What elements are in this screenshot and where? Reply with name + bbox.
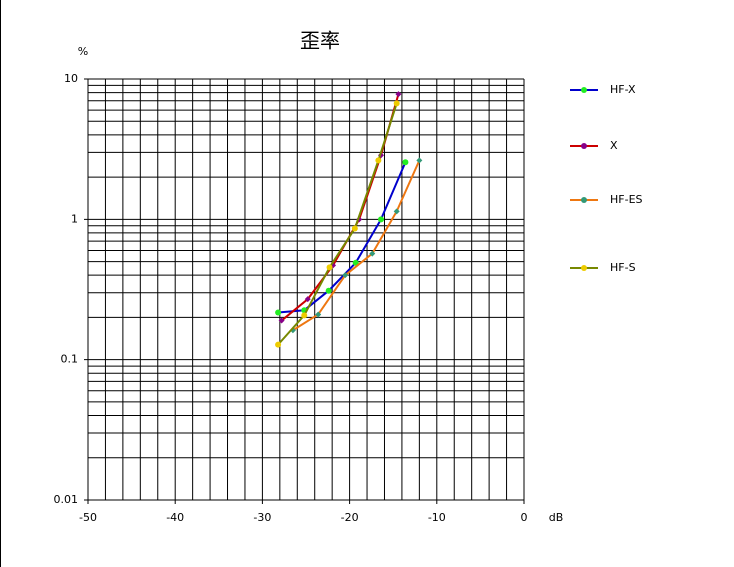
marker [351, 225, 358, 232]
legend-marker [581, 197, 587, 203]
y-tick-label: 0.1 [61, 353, 79, 366]
marker [369, 250, 376, 257]
marker [352, 259, 359, 266]
marker [402, 159, 409, 166]
marker [326, 264, 333, 271]
y-axis-label: % [78, 45, 88, 58]
marker [275, 341, 282, 348]
legend-marker [581, 87, 587, 93]
legend-marker [581, 143, 587, 149]
x-tick-label: 0 [521, 511, 528, 524]
series-line [277, 103, 398, 346]
legend-label: HF-X [610, 83, 636, 96]
legend-marker [581, 265, 587, 271]
legend-label: HF-ES [610, 193, 643, 206]
marker [393, 208, 400, 215]
marker [304, 296, 311, 303]
marker [325, 287, 332, 294]
marker [278, 317, 285, 324]
series-line [278, 161, 407, 314]
y-tick-label: 10 [64, 72, 78, 85]
marker [375, 157, 382, 164]
series-line [292, 159, 421, 332]
marker [315, 311, 322, 318]
marker [393, 100, 400, 107]
marker [275, 309, 282, 316]
x-tick-label: -10 [428, 511, 446, 524]
x-tick-label: -50 [79, 511, 97, 524]
marker [342, 272, 349, 279]
x-axis-label: dB [549, 511, 564, 524]
chart-title: 歪率 [300, 29, 340, 53]
x-tick-label: -20 [341, 511, 359, 524]
x-tick-label: -30 [253, 511, 271, 524]
legend-label: X [610, 139, 618, 152]
x-tick-label: -40 [166, 511, 184, 524]
legend-label: HF-S [610, 261, 636, 274]
y-tick-label: 1 [71, 212, 78, 225]
marker [377, 216, 384, 223]
y-tick-label: 0.01 [54, 493, 79, 506]
marker [395, 91, 402, 98]
marker [301, 312, 308, 319]
marker [416, 157, 423, 164]
series-line [280, 93, 400, 322]
